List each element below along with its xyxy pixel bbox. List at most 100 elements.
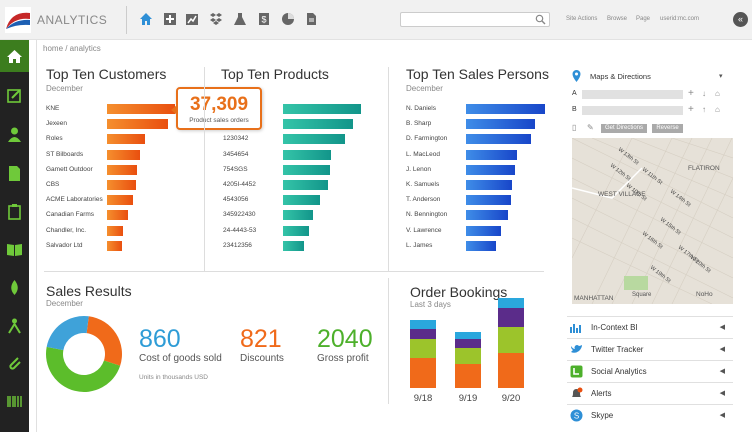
maps-to-input[interactable]	[582, 106, 683, 115]
bar[interactable]	[283, 164, 330, 175]
expand-arrow-icon[interactable]: ◀	[719, 412, 725, 419]
page-icon[interactable]	[0, 157, 29, 189]
home-icon[interactable]: ⌂	[715, 89, 720, 98]
customers-period: December	[46, 84, 83, 93]
row-label: L. James	[406, 241, 433, 249]
bar[interactable]	[466, 240, 497, 251]
add-stop-icon[interactable]: +	[688, 104, 694, 115]
bar[interactable]	[283, 195, 320, 206]
divider	[204, 67, 205, 271]
panel-social-analytics[interactable]: Social Analytics ◀	[567, 360, 733, 381]
bar[interactable]	[466, 180, 512, 190]
bar[interactable]	[283, 225, 309, 236]
search-icon[interactable]	[535, 14, 546, 25]
maps-dropdown-icon[interactable]: ▾	[719, 73, 723, 80]
bar[interactable]	[107, 225, 124, 236]
flask-icon[interactable]	[233, 12, 247, 26]
user-icon[interactable]	[0, 118, 29, 150]
panel-skype[interactable]: S Skype ◀	[567, 404, 733, 425]
row-label: 1230342	[223, 135, 249, 143]
link-page[interactable]: Page	[636, 16, 651, 22]
maps-from-input[interactable]	[582, 90, 683, 99]
collapse-button[interactable]: «	[733, 12, 748, 27]
bar[interactable]	[283, 149, 331, 160]
book-icon[interactable]	[0, 233, 29, 265]
stacked-bar[interactable]	[410, 320, 436, 388]
breadcrumb[interactable]: home / analytics	[43, 44, 101, 53]
dropbox-icon[interactable]	[209, 12, 223, 26]
home-icon[interactable]	[0, 40, 29, 72]
home-icon[interactable]: ⌂	[715, 105, 720, 114]
bar[interactable]	[283, 104, 361, 114]
bar[interactable]	[466, 164, 515, 175]
bar[interactable]	[107, 119, 169, 130]
row-label: 4205I-4452	[223, 181, 256, 188]
expand-arrow-icon[interactable]: ◀	[719, 368, 725, 375]
search-field[interactable]	[400, 12, 550, 27]
bar[interactable]	[466, 104, 545, 114]
callout-label: Product sales orders	[189, 117, 249, 124]
bar[interactable]	[466, 134, 531, 145]
draw-icon[interactable]: ✎	[587, 123, 594, 132]
bar[interactable]	[107, 164, 137, 175]
bar[interactable]	[107, 104, 175, 114]
bar[interactable]	[107, 180, 137, 190]
panel-twitter-tracker[interactable]: Twitter Tracker ◀	[567, 338, 733, 359]
panel-in-context-bi[interactable]: In-Context BI ◀	[567, 316, 733, 337]
bar[interactable]	[283, 119, 353, 130]
donut-slice[interactable]	[46, 316, 89, 351]
row-label: B. Sharp	[406, 120, 432, 128]
stacked-bar[interactable]	[498, 298, 524, 388]
panel-label: Skype	[591, 411, 614, 420]
barcode-icon[interactable]	[0, 385, 29, 417]
pie-icon[interactable]	[281, 12, 295, 26]
bar[interactable]	[466, 210, 508, 221]
attachment-icon[interactable]	[0, 347, 29, 379]
bar[interactable]	[466, 119, 535, 130]
donut-slice[interactable]	[45, 346, 121, 392]
bar[interactable]	[466, 225, 502, 236]
person-icon[interactable]	[0, 309, 29, 341]
move-down-icon[interactable]: ↓	[702, 89, 706, 98]
drop-icon[interactable]	[0, 271, 29, 303]
link-browse[interactable]: Browse	[607, 16, 628, 22]
bar[interactable]	[107, 240, 122, 251]
bar-category-label: 9/18	[413, 393, 433, 404]
link-user[interactable]: userid:mc.com	[660, 16, 700, 22]
chart-icon[interactable]	[185, 12, 199, 26]
bar[interactable]	[283, 240, 304, 251]
bar[interactable]	[466, 195, 511, 206]
stacked-bar[interactable]	[455, 332, 481, 388]
move-up-icon[interactable]: ↑	[702, 105, 706, 114]
row-label: T. Anderson	[406, 196, 441, 204]
bar[interactable]	[283, 210, 313, 221]
bar[interactable]	[107, 149, 140, 160]
reverse-button[interactable]: Reverse	[652, 124, 683, 133]
add-stop-icon[interactable]: +	[688, 88, 694, 99]
get-directions-button[interactable]: Get Directions	[601, 124, 647, 133]
bar[interactable]	[283, 134, 345, 145]
expand-arrow-icon[interactable]: ◀	[719, 346, 725, 353]
bar[interactable]	[107, 195, 133, 206]
expand-arrow-icon[interactable]: ◀	[719, 390, 725, 397]
map-canvas[interactable]: W 13th StW 12th St W 11th StW 10th St W 14…	[572, 138, 733, 304]
home-icon[interactable]	[139, 12, 153, 26]
row-label: Salvador Ltd	[46, 241, 83, 249]
edit-icon[interactable]	[0, 79, 29, 111]
map-view[interactable]: W 13th St W 12th St W 11th St W 10th St W 14…	[572, 138, 733, 304]
document-icon[interactable]: ▯	[572, 123, 577, 132]
bar[interactable]	[466, 149, 517, 160]
bar[interactable]	[107, 134, 146, 145]
document-icon[interactable]	[304, 12, 318, 26]
expand-arrow-icon[interactable]: ◀	[719, 324, 725, 331]
clipboard-icon[interactable]	[0, 195, 29, 227]
panel-alerts[interactable]: Alerts ◀	[567, 382, 733, 403]
dollar-icon[interactable]: $	[257, 12, 271, 26]
sidebar-edge	[29, 40, 37, 432]
donut-slice[interactable]	[86, 316, 122, 366]
add-icon[interactable]	[163, 12, 177, 26]
link-site-actions[interactable]: Site Actions	[566, 16, 598, 22]
maps-a-label: A	[572, 90, 577, 97]
bar[interactable]	[107, 210, 128, 221]
bar[interactable]	[283, 180, 328, 190]
